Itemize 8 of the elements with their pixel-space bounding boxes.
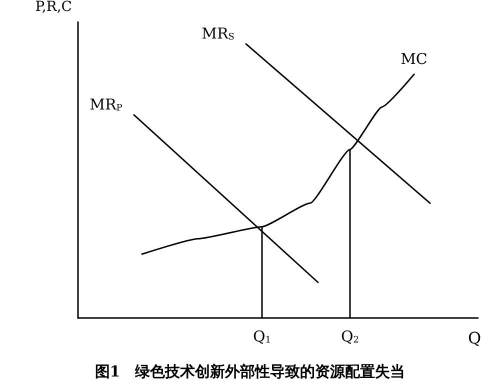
series-label: MRP <box>90 95 122 114</box>
text: 图1 绿色技术创新外部性导致的资源配置失当 <box>94 362 406 380</box>
x-axis-title: Q <box>468 328 482 348</box>
series-label: MRS <box>202 24 234 42</box>
y-axis-title: P,R,C <box>35 0 72 15</box>
x-tick-label: Q1 <box>252 328 272 346</box>
x-tick-label: Q2 <box>340 328 360 346</box>
series-label: MC <box>400 50 428 68</box>
